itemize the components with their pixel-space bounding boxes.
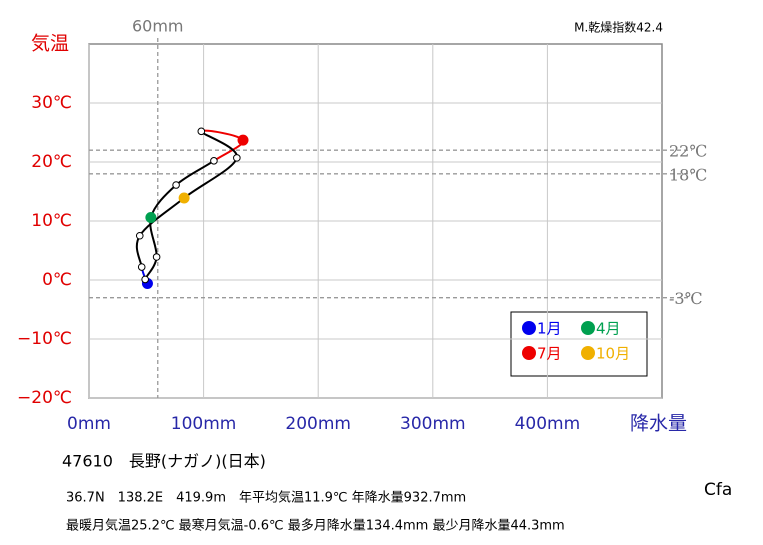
x-tick-label: 400mm	[515, 414, 581, 434]
legend-box	[510, 311, 648, 377]
info-line: 最暖月気温25.2℃ 最寒月気温-0.6℃ 最多月降水量134.4mm 最少月降…	[66, 518, 565, 534]
station: 47610 長野(ナガノ)(日本)	[62, 452, 266, 471]
month-point	[237, 134, 249, 146]
x-axis-label: 降水量	[630, 413, 687, 435]
reference-label: -3℃	[669, 289, 702, 308]
y-tick-label: −20℃	[17, 388, 72, 408]
dryness-index: M.乾燥指数42.4	[574, 20, 663, 35]
month-point	[152, 253, 161, 261]
month-point	[210, 157, 218, 165]
y-tick-label: 0℃	[42, 270, 72, 290]
info-line: 36.7N 138.2E 419.9m 年平均気温11.9℃ 年降水量932.7…	[66, 490, 466, 506]
month-point	[197, 127, 206, 136]
y-tick-label: 10℃	[31, 211, 72, 231]
legend-label: 10月	[596, 345, 630, 363]
legend-marker	[581, 321, 595, 335]
legend-label: 1月	[537, 320, 562, 338]
legend-marker	[522, 346, 536, 360]
month-point	[135, 231, 144, 240]
y-tick-label: 20℃	[31, 152, 72, 172]
y-tick-label: −10℃	[17, 329, 72, 349]
legend-label: 4月	[596, 320, 621, 338]
climate-class: Cfa	[704, 480, 732, 500]
legend-marker	[581, 346, 595, 360]
y-axis-label: 気温	[31, 33, 69, 55]
month-point	[145, 211, 157, 223]
y-tick-label: 30℃	[31, 93, 72, 113]
x-tick-label: 200mm	[285, 414, 351, 434]
reference-label: 18℃	[669, 165, 707, 184]
x-tick-label: 100mm	[171, 414, 237, 434]
legend-label: 7月	[537, 345, 562, 363]
month-point	[172, 181, 180, 189]
month-point	[137, 263, 146, 271]
x-tick-label: 0mm	[67, 414, 111, 434]
reference-label: 60mm	[132, 17, 184, 36]
month-point	[141, 275, 149, 284]
x-tick-label: 300mm	[400, 414, 466, 434]
climate-line	[135, 235, 143, 268]
legend-marker	[522, 321, 536, 335]
reference-label: 22℃	[669, 142, 707, 161]
month-point	[178, 192, 190, 204]
month-point	[233, 154, 241, 162]
